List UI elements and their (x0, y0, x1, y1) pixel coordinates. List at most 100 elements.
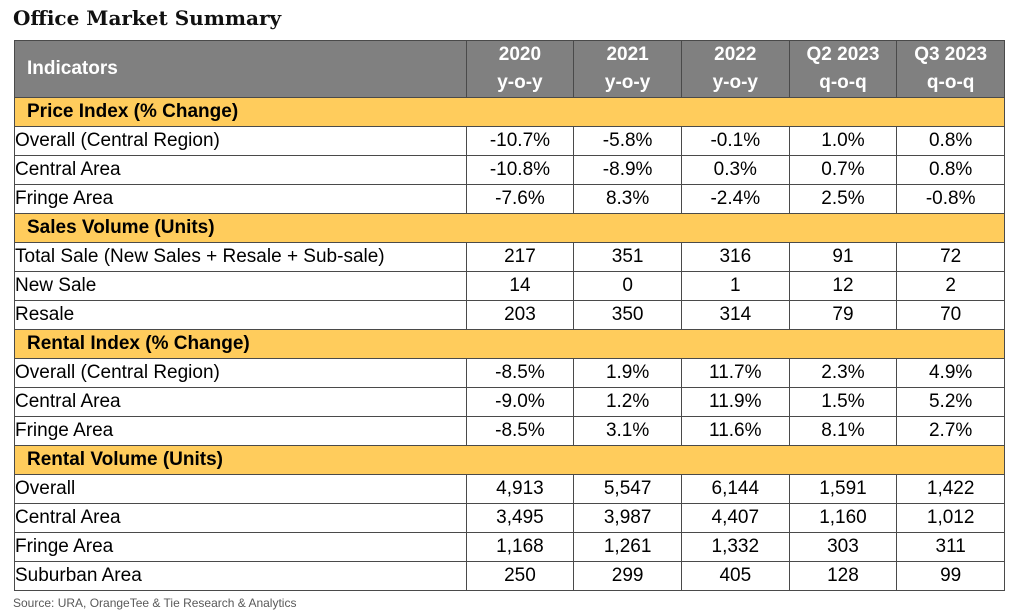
table-row: Overall (Central Region) -10.7% -5.8% -0.1%… (14, 126, 1005, 156)
row-label: Overall (Central Region) (14, 358, 467, 388)
value-cell: -5.8% (573, 126, 682, 156)
value-cell: 1,332 (680, 532, 790, 562)
row-label: Fringe Area (14, 416, 467, 446)
value-cell: 0.7% (788, 155, 898, 185)
value-cell: 1,168 (465, 532, 575, 562)
header-col-q3-2023: Q3 2023 q-o-q (896, 40, 1005, 98)
source-note: Source: URA, OrangeTee & Tie Research & … (13, 596, 297, 610)
value-cell: 11.6% (680, 416, 790, 446)
value-cell: 5.2% (896, 387, 1005, 417)
row-label: Central Area (14, 387, 467, 417)
table-row: Fringe Area -8.5% 3.1% 11.6% 8.1% 2.7% (14, 416, 1005, 446)
value-cell: 0 (573, 271, 682, 301)
table-row: Total Sale (New Sales + Resale + Sub-sal… (14, 242, 1005, 272)
table-row: Fringe Area 1,168 1,261 1,332 303 311 (14, 532, 1005, 562)
row-label: Fringe Area (14, 184, 467, 214)
table-row: Central Area 3,495 3,987 4,407 1,160 1,012 (14, 503, 1005, 533)
row-label: Overall (Central Region) (14, 126, 467, 156)
value-cell: 1.5% (788, 387, 898, 417)
page-title: Office Market Summary (13, 6, 282, 30)
value-cell: 217 (465, 242, 575, 272)
office-market-summary-table: Indicators 2020 y-o-y 2021 y-o-y 2022 y-… (14, 40, 1005, 591)
header-col-top: Q2 2023 (806, 44, 880, 65)
section-title: Rental Index (% Change) (14, 329, 1005, 359)
section-header-row: Rental Volume (Units) (14, 445, 1005, 475)
header-col-bottom: y-o-y (712, 72, 758, 93)
value-cell: -9.0% (465, 387, 575, 417)
table-body: Price Index (% Change) Overall (Central R… (14, 97, 1005, 591)
value-cell: 8.1% (788, 416, 898, 446)
section-title: Sales Volume (Units) (14, 213, 1005, 243)
header-col-2020: 2020 y-o-y (465, 40, 575, 98)
value-cell: -8.9% (573, 155, 682, 185)
value-cell: -0.1% (680, 126, 790, 156)
table-row: Overall (Central Region) -8.5% 1.9% 11.7% 2.… (14, 358, 1005, 388)
value-cell: 299 (573, 561, 682, 591)
row-label: Resale (14, 300, 467, 330)
value-cell: 1.0% (788, 126, 898, 156)
value-cell: 316 (680, 242, 790, 272)
value-cell: 14 (465, 271, 575, 301)
value-cell: -8.5% (465, 416, 575, 446)
value-cell: 4,913 (465, 474, 575, 504)
value-cell: 0.3% (680, 155, 790, 185)
value-cell: 91 (788, 242, 898, 272)
row-label: Overall (14, 474, 467, 504)
value-cell: 2 (896, 271, 1005, 301)
value-cell: -0.8% (896, 184, 1005, 214)
value-cell: 79 (788, 300, 898, 330)
value-cell: 1 (680, 271, 790, 301)
header-col-top: Q3 2023 (914, 44, 988, 65)
value-cell: 72 (896, 242, 1005, 272)
row-label: Total Sale (New Sales + Resale + Sub-sal… (14, 242, 467, 272)
value-cell: 1,422 (896, 474, 1005, 504)
header-col-bottom: y-o-y (497, 72, 543, 93)
value-cell: 405 (680, 561, 790, 591)
row-label: Suburban Area (14, 561, 467, 591)
value-cell: 5,547 (573, 474, 682, 504)
header-col-2022: 2022 y-o-y (680, 40, 790, 98)
value-cell: 3,987 (573, 503, 682, 533)
table-row: Fringe Area -7.6% 8.3% -2.4% 2.5% -0.8% (14, 184, 1005, 214)
row-label: Fringe Area (14, 532, 467, 562)
header-col-bottom: y-o-y (604, 72, 651, 93)
value-cell: 1,012 (896, 503, 1005, 533)
header-col-q2-2023: Q2 2023 q-o-q (788, 40, 898, 98)
section-title: Rental Volume (Units) (14, 445, 1005, 475)
value-cell: -10.7% (465, 126, 575, 156)
row-label: Central Area (14, 503, 467, 533)
value-cell: 11.9% (680, 387, 790, 417)
value-cell: 303 (788, 532, 898, 562)
section-header-row: Price Index (% Change) (14, 97, 1005, 127)
value-cell: -8.5% (465, 358, 575, 388)
value-cell: 11.7% (680, 358, 790, 388)
table-row: Central Area -10.8% -8.9% 0.3% 0.7% 0.8% (14, 155, 1005, 185)
value-cell: 4,407 (680, 503, 790, 533)
value-cell: 350 (573, 300, 682, 330)
value-cell: 1.2% (573, 387, 682, 417)
table-row: Overall 4,913 5,547 6,144 1,591 1,422 (14, 474, 1005, 504)
value-cell: 250 (465, 561, 575, 591)
table-row: Central Area -9.0% 1.2% 11.9% 1.5% 5.2% (14, 387, 1005, 417)
row-label: New Sale (14, 271, 467, 301)
value-cell: 311 (896, 532, 1005, 562)
value-cell: 70 (896, 300, 1005, 330)
section-header-row: Rental Index (% Change) (14, 329, 1005, 359)
header-row: Indicators 2020 y-o-y 2021 y-o-y 2022 y-… (14, 40, 1005, 98)
value-cell: 128 (788, 561, 898, 591)
value-cell: 1.9% (573, 358, 682, 388)
value-cell: -10.8% (465, 155, 575, 185)
value-cell: 1,261 (573, 532, 682, 562)
table-row: Suburban Area 250 299 405 128 99 (14, 561, 1005, 591)
value-cell: 1,591 (788, 474, 898, 504)
header-col-top: 2021 (606, 44, 649, 65)
table-row: Resale 203 350 314 79 70 (14, 300, 1005, 330)
value-cell: 203 (465, 300, 575, 330)
value-cell: 0.8% (896, 155, 1005, 185)
value-cell: 351 (573, 242, 682, 272)
header-col-top: 2022 (714, 44, 757, 65)
value-cell: 314 (680, 300, 790, 330)
header-col-2021: 2021 y-o-y (573, 40, 682, 98)
table-row: New Sale 14 0 1 12 2 (14, 271, 1005, 301)
header-col-bottom: q-o-q (819, 72, 867, 93)
